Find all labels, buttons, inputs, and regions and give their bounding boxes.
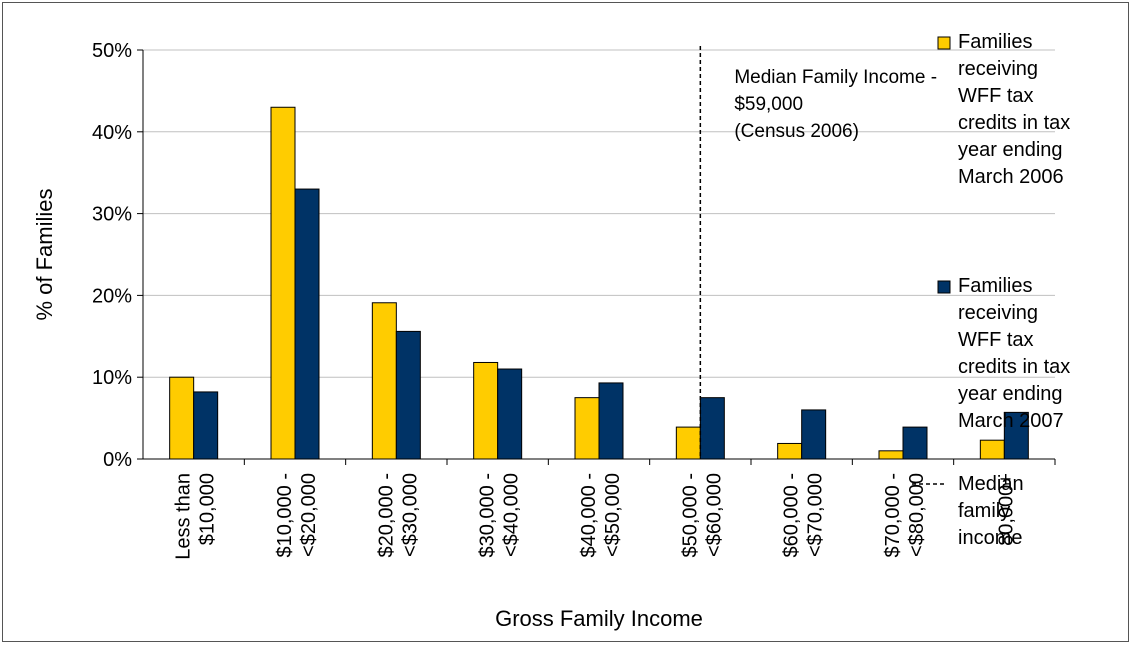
- x-axis-label: Gross Family Income: [495, 606, 703, 631]
- y-tick-label: 10%: [92, 367, 132, 389]
- legend-label-2: March 2007: [958, 410, 1064, 432]
- x-tick-label: <$30,000: [399, 473, 421, 557]
- x-tick-label: <$20,000: [298, 473, 320, 557]
- y-tick-label: 20%: [92, 285, 132, 307]
- bar-2-7: [801, 409, 827, 460]
- legend-label-2: Families: [958, 275, 1032, 297]
- bar-1-5: [574, 397, 600, 460]
- bar-2-5: [598, 382, 624, 460]
- bar-2-2: [294, 188, 320, 460]
- legend-label-1: WFF tax: [958, 85, 1034, 107]
- legend-label-1: credits in tax: [958, 112, 1070, 134]
- legend-label-1: Families: [958, 31, 1032, 53]
- y-tick-label: 0%: [103, 449, 132, 471]
- bar-2-8: [902, 426, 928, 460]
- bar-2-1: [193, 391, 219, 460]
- legend-label-2: year ending: [958, 383, 1063, 405]
- bar-1-6: [675, 426, 701, 460]
- x-tick-label: $10,000 -: [274, 473, 296, 558]
- y-tick-label: 50%: [92, 40, 132, 62]
- x-tick-label: <$60,000: [703, 473, 725, 557]
- x-tick-label: Less than: [173, 473, 195, 560]
- legend-label-median: income: [958, 527, 1022, 549]
- legend-label-1: March 2006: [958, 166, 1064, 188]
- bar-2-3: [395, 330, 421, 460]
- bar-1-9: [979, 439, 1005, 460]
- bar-1-4: [473, 361, 499, 460]
- bar-1-8: [878, 450, 904, 460]
- x-tick-label: $40,000 -: [578, 473, 600, 558]
- x-tick-label: $10,000: [197, 473, 219, 545]
- legend-label-median: family: [958, 500, 1010, 522]
- x-tick-label: <$70,000: [805, 473, 827, 557]
- x-tick-label: <$40,000: [501, 473, 523, 557]
- x-tick-label: $60,000 -: [781, 473, 803, 558]
- legend-label-1: year ending: [958, 139, 1063, 161]
- median-annotation: Median Family Income -: [734, 67, 937, 88]
- bar-2-6: [699, 397, 725, 460]
- legend-label-median: Median: [958, 473, 1024, 495]
- legend-label-2: WFF tax: [958, 329, 1034, 351]
- x-tick-label: $20,000 -: [375, 473, 397, 558]
- bar-2-4: [497, 368, 523, 460]
- median-annotation: (Census 2006): [734, 121, 859, 142]
- y-tick-label: 40%: [92, 122, 132, 144]
- bar-1-2: [270, 106, 296, 460]
- x-tick-label: 80,000+: [995, 473, 1017, 546]
- x-tick-label: $50,000 -: [679, 473, 701, 558]
- legend-label-1: receiving: [958, 58, 1038, 80]
- x-tick-label: $70,000 -: [882, 473, 904, 558]
- bar-1-1: [169, 376, 195, 460]
- median-annotation: $59,000: [734, 94, 803, 115]
- y-tick-label: 30%: [92, 204, 132, 226]
- x-tick-label: $30,000 -: [477, 473, 499, 558]
- bar-1-7: [777, 442, 803, 460]
- bar-2-9: [1003, 411, 1029, 460]
- x-tick-label: <$50,000: [602, 473, 624, 557]
- bar-1-3: [371, 302, 397, 460]
- legend-swatch-1: [937, 36, 951, 50]
- legend-swatch-2: [937, 280, 951, 294]
- x-tick-label: <$80,000: [906, 473, 928, 557]
- bar-chart: 0% 10% 20% 30% 40% 50% Less than $10,000 $10,000…: [32, 31, 1070, 631]
- legend-label-2: receiving: [958, 302, 1038, 324]
- y-axis-label: % of Families: [32, 188, 57, 320]
- legend-label-2: credits in tax: [958, 356, 1070, 378]
